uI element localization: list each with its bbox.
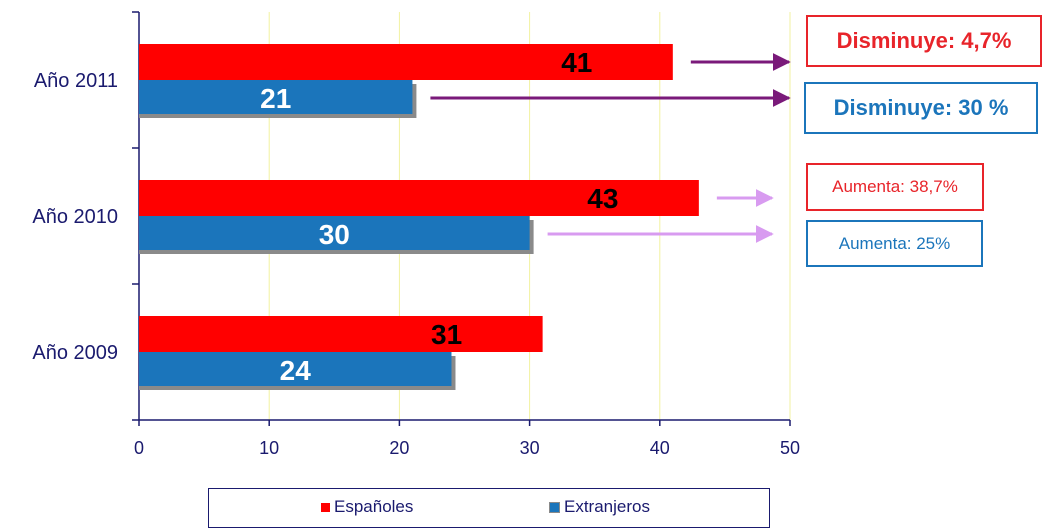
bar-extranjeros-a-o-2010 xyxy=(139,216,530,250)
x-tick-label-10: 10 xyxy=(259,438,279,458)
legend-swatch-espanoles xyxy=(321,502,330,512)
bar-extranjeros-a-o-2009 xyxy=(139,352,452,386)
legend: Españoles Extranjeros xyxy=(208,488,770,528)
legend-label-extranjeros: Extranjeros xyxy=(564,497,650,516)
legend-swatch-extranjeros xyxy=(549,501,560,513)
category-label-a-o-2009: Año 2009 xyxy=(32,342,118,364)
category-label-a-o-2010: Año 2010 xyxy=(32,206,118,228)
annotation-2011-espanoles: Disminuye: 4,7% xyxy=(806,15,1042,67)
bar-extranjeros-a-o-2011 xyxy=(139,80,413,114)
x-tick-label-30: 30 xyxy=(520,438,540,458)
x-tick-label-0: 0 xyxy=(134,438,144,458)
data-label-espaoles-a-o-2010: 43 xyxy=(587,183,618,214)
bar-espaoles-a-o-2010 xyxy=(139,180,699,216)
x-tick-label-50: 50 xyxy=(780,438,800,458)
category-label-a-o-2011: Año 2011 xyxy=(34,70,118,92)
bar-espaoles-a-o-2011 xyxy=(139,44,673,80)
bar-espaoles-a-o-2009 xyxy=(139,316,543,352)
legend-item-espanoles: Españoles xyxy=(321,497,413,517)
data-label-extranjeros-a-o-2010: 30 xyxy=(319,219,350,250)
legend-label-espanoles: Españoles xyxy=(334,497,414,516)
x-tick-label-40: 40 xyxy=(650,438,670,458)
annotation-2011-extranjeros: Disminuye: 30 % xyxy=(804,82,1038,134)
data-label-extranjeros-a-o-2009: 24 xyxy=(280,355,312,386)
data-label-espaoles-a-o-2009: 31 xyxy=(431,319,462,350)
data-label-extranjeros-a-o-2011: 21 xyxy=(260,83,291,114)
annotation-2010-espanoles: Aumenta: 38,7% xyxy=(806,163,984,211)
data-label-espaoles-a-o-2011: 41 xyxy=(561,47,592,78)
annotation-2010-extranjeros: Aumenta: 25% xyxy=(806,220,983,267)
legend-item-extranjeros: Extranjeros xyxy=(549,497,650,517)
x-tick-label-20: 20 xyxy=(389,438,409,458)
